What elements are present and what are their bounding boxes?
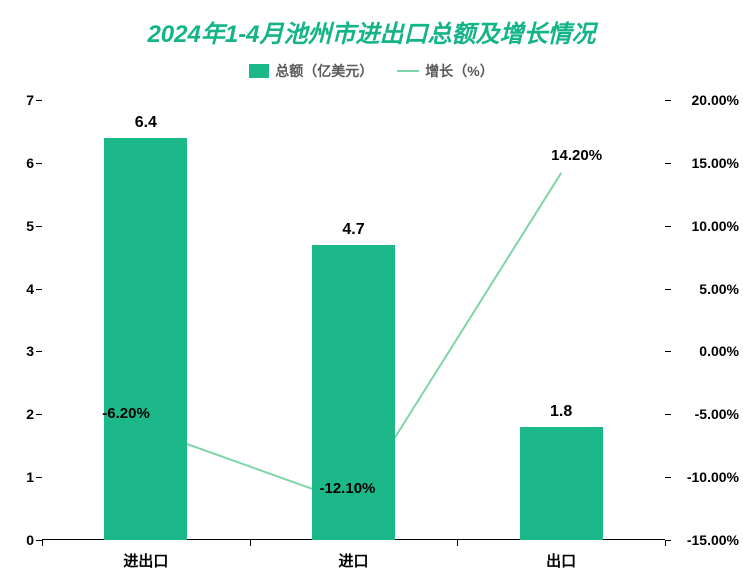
y-right-tick-label: -10.00% bbox=[671, 469, 739, 485]
bar-swatch-icon bbox=[249, 64, 269, 78]
legend-bar-label: 总额（亿美元） bbox=[275, 61, 373, 81]
y-right-tick-mark bbox=[665, 289, 671, 290]
line-swatch-icon bbox=[397, 70, 419, 72]
legend-line-label: 增长（%） bbox=[425, 61, 493, 81]
y-left-tick-mark bbox=[36, 351, 42, 352]
y-left-tick-label: 4 bbox=[6, 281, 34, 297]
x-tick-mark bbox=[42, 540, 43, 546]
y-right-tick-mark bbox=[665, 414, 671, 415]
category-label: 进口 bbox=[338, 550, 368, 571]
y-left-tick-mark bbox=[36, 226, 42, 227]
legend-item-bar: 总额（亿美元） bbox=[249, 61, 373, 81]
y-right-tick-mark bbox=[665, 226, 671, 227]
growth-value-label: -6.20% bbox=[102, 405, 150, 422]
y-left-tick-label: 3 bbox=[6, 343, 34, 359]
bar-value-label: 4.7 bbox=[342, 221, 364, 239]
category-label: 出口 bbox=[546, 550, 576, 571]
y-left-tick-mark bbox=[36, 414, 42, 415]
growth-value-label: 14.20% bbox=[551, 147, 602, 164]
x-tick-mark bbox=[250, 540, 251, 546]
y-left-tick-label: 1 bbox=[6, 469, 34, 485]
bar-value-label: 1.8 bbox=[550, 403, 572, 421]
y-left-tick-mark bbox=[36, 289, 42, 290]
y-right-tick-label: 15.00% bbox=[671, 155, 739, 171]
y-right-tick-mark bbox=[665, 477, 671, 478]
category-label: 进出口 bbox=[123, 550, 168, 571]
y-left-tick-label: 2 bbox=[6, 406, 34, 422]
y-left-tick-label: 7 bbox=[6, 92, 34, 108]
bar bbox=[520, 427, 603, 540]
y-right-tick-label: 20.00% bbox=[671, 92, 739, 108]
y-right-tick-label: 0.00% bbox=[671, 343, 739, 359]
x-tick-mark bbox=[665, 540, 666, 546]
chart-title: 2024年1-4月池州市进出口总额及增长情况 bbox=[0, 0, 743, 49]
x-tick-mark bbox=[457, 540, 458, 546]
y-right-tick-label: -15.00% bbox=[671, 532, 739, 548]
y-right-tick-mark bbox=[665, 351, 671, 352]
y-left-tick-mark bbox=[36, 163, 42, 164]
y-right-tick-label: 5.00% bbox=[671, 281, 739, 297]
y-right-tick-label: -5.00% bbox=[671, 406, 739, 422]
y-left-tick-mark bbox=[36, 100, 42, 101]
bar bbox=[104, 138, 187, 540]
legend-item-line: 增长（%） bbox=[397, 61, 493, 81]
y-left-tick-label: 6 bbox=[6, 155, 34, 171]
y-left-tick-label: 5 bbox=[6, 218, 34, 234]
bar-value-label: 6.4 bbox=[135, 114, 157, 132]
chart-area: 01234567-15.00%-10.00%-5.00%0.00%5.00%10… bbox=[42, 100, 665, 540]
y-left-tick-label: 0 bbox=[6, 532, 34, 548]
plot-region: 01234567-15.00%-10.00%-5.00%0.00%5.00%10… bbox=[42, 100, 665, 540]
growth-value-label: -12.10% bbox=[320, 480, 376, 497]
y-right-tick-mark bbox=[665, 100, 671, 101]
y-right-tick-label: 10.00% bbox=[671, 218, 739, 234]
legend: 总额（亿美元） 增长（%） bbox=[0, 61, 743, 81]
y-right-tick-mark bbox=[665, 163, 671, 164]
y-left-tick-mark bbox=[36, 477, 42, 478]
